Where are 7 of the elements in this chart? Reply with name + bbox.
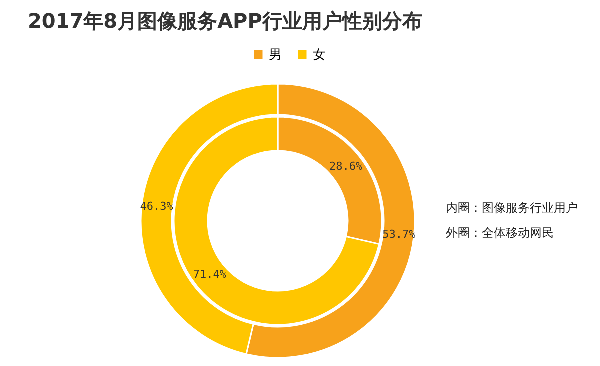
legend-label: 男 <box>269 46 282 62</box>
legend-label: 女 <box>313 46 326 62</box>
data-label: 28.6% <box>330 160 363 173</box>
chart-title: 2017年8月图像服务APP行业用户性别分布 <box>28 8 422 35</box>
text: 内圈：图像服务行业用户 <box>446 200 578 217</box>
data-label: 71.4% <box>193 268 227 282</box>
text: 外圈：全体移动网民 <box>446 225 555 242</box>
